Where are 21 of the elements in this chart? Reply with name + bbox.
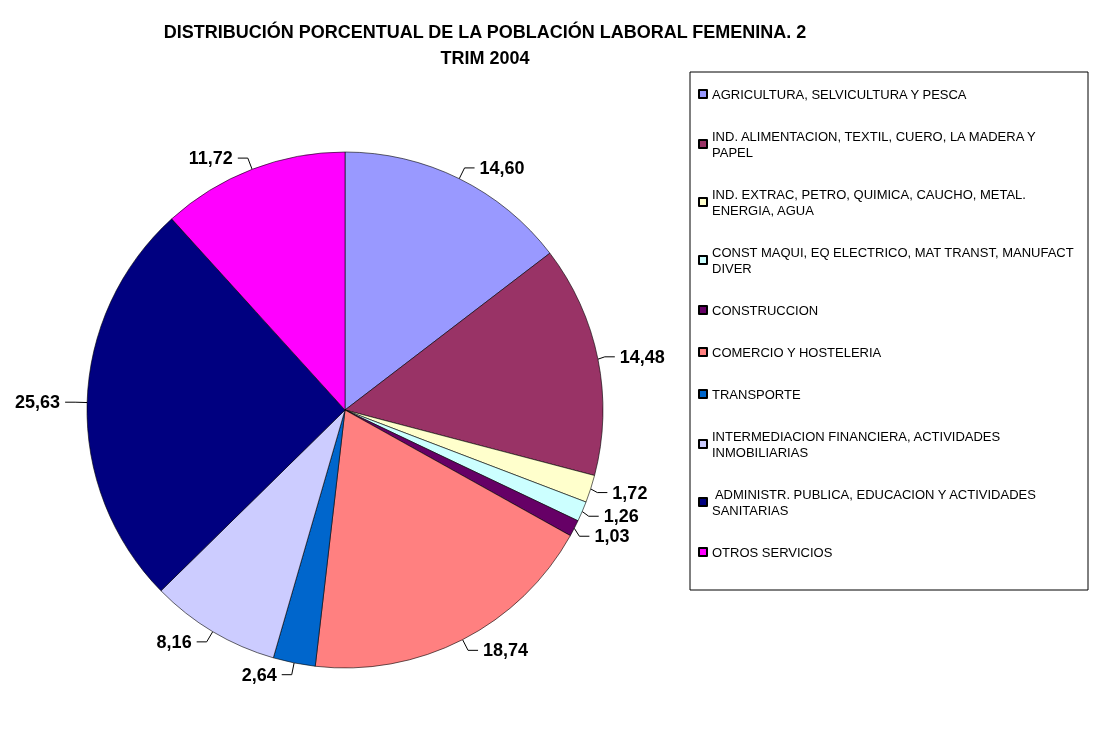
legend-label: COMERCIO Y HOSTELERIA xyxy=(712,344,882,360)
data-label: 2,64 xyxy=(241,664,277,685)
legend-label: IND. ALIMENTACION, TEXTIL, CUERO, LA MADERA Y PAPEL xyxy=(712,128,1040,160)
data-label: 1,72 xyxy=(612,482,648,503)
chart-title: DISTRIBUCIÓN PORCENTUAL DE LA POBLACIÓN LABORAL FEMENINA. 2 TRIM 2004 xyxy=(163,21,807,68)
data-label: 14,48 xyxy=(619,346,665,367)
data-label: 8,16 xyxy=(156,631,192,652)
data-label: 1,03 xyxy=(594,526,630,547)
data-label: 25,63 xyxy=(15,392,61,413)
legend-label: CONSTRUCCION xyxy=(712,302,819,318)
legend-label: IND. EXTRAC, PETRO, QUIMICA, CAUCHO, METAL. ENERGIA, AGUA xyxy=(712,186,1030,218)
legend-label: AGRICULTURA, SELVICULTURA Y PESCA xyxy=(712,86,967,102)
data-label: 14,60 xyxy=(479,157,525,178)
legend-label: OTROS SERVICIOS xyxy=(712,544,833,560)
data-label: 1,26 xyxy=(603,506,639,527)
data-label: 18,74 xyxy=(483,640,529,661)
data-label: 11,72 xyxy=(188,148,233,169)
legend-label: ADMINISTR. PUBLICA, EDUCACION Y ACTIVIDADES SANITARIAS xyxy=(712,486,1040,518)
legend-label: CONST MAQUI, EQ ELECTRICO, MAT TRANST, MANUFACT DIVER xyxy=(712,244,1078,276)
legend-label: TRANSPORTE xyxy=(712,386,801,402)
legend-label: INTERMEDIACION FINANCIERA, ACTIVIDADES INMOBILIARIAS xyxy=(712,428,1004,460)
